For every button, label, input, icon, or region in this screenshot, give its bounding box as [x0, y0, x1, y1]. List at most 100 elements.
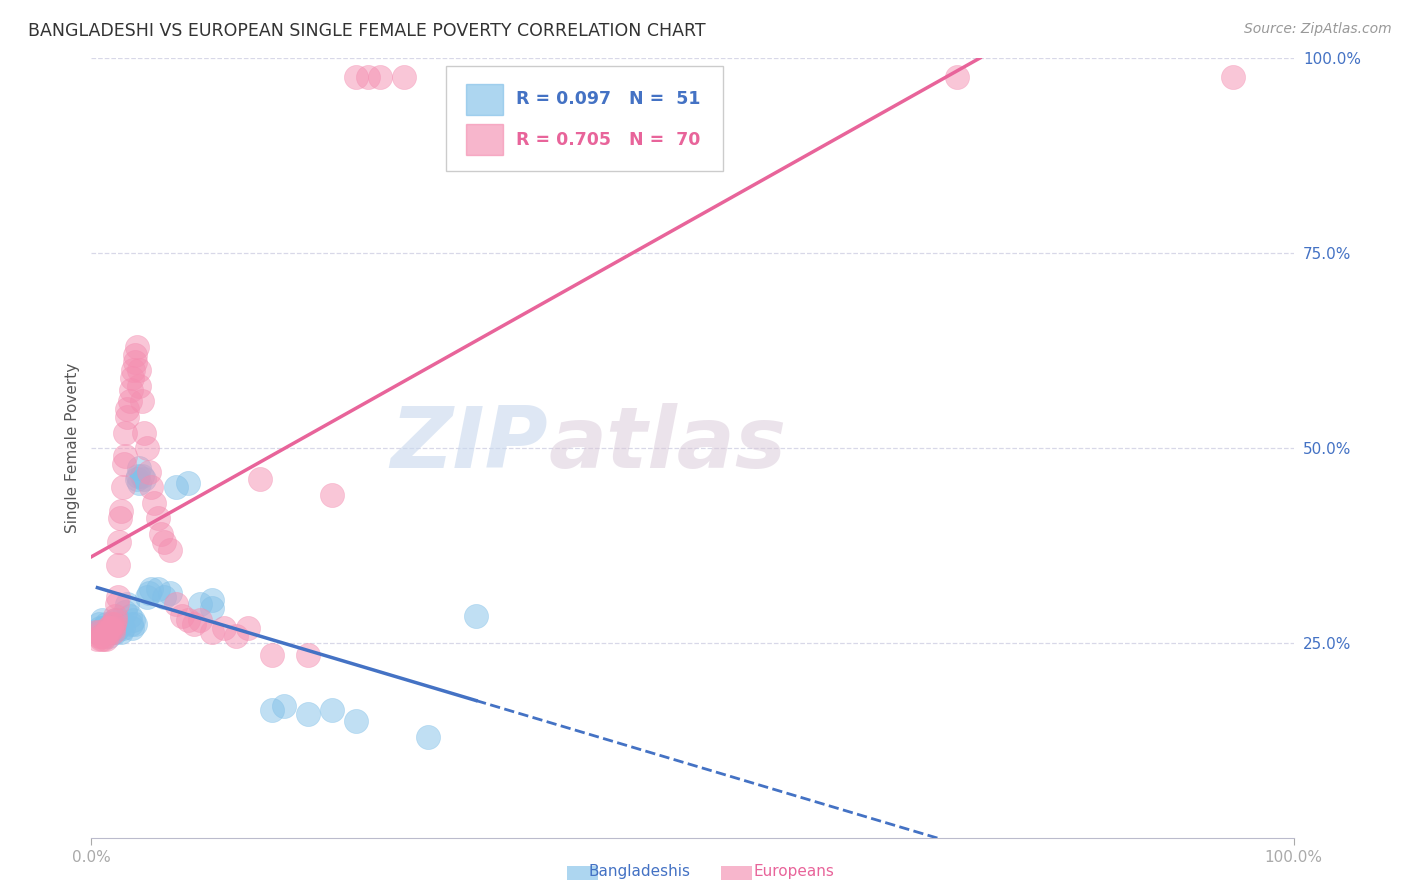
- Point: [96, 624, 118, 639]
- Point: [260, 648, 283, 662]
- Point: [98, 628, 121, 642]
- Point: [134, 425, 156, 440]
- Point: [165, 598, 187, 612]
- Point: [114, 605, 136, 619]
- Point: [103, 621, 125, 635]
- Point: [150, 527, 173, 541]
- Point: [159, 542, 181, 557]
- Point: [131, 394, 153, 409]
- Point: [124, 355, 146, 369]
- Point: [135, 590, 157, 604]
- Text: ZIP: ZIP: [391, 403, 548, 486]
- Text: R = 0.705   N =  70: R = 0.705 N = 70: [516, 130, 700, 149]
- Point: [114, 425, 136, 440]
- Point: [86, 632, 108, 647]
- Point: [89, 621, 111, 635]
- Point: [357, 70, 380, 85]
- Point: [105, 598, 128, 612]
- Point: [101, 624, 124, 639]
- Point: [141, 582, 163, 596]
- Point: [100, 621, 122, 635]
- Point: [138, 585, 160, 599]
- Point: [125, 472, 148, 486]
- Point: [128, 460, 150, 475]
- Point: [236, 621, 259, 635]
- Point: [107, 613, 129, 627]
- Point: [101, 624, 124, 639]
- Point: [260, 703, 283, 717]
- Point: [110, 511, 132, 525]
- Point: [201, 593, 224, 607]
- Point: [416, 730, 439, 744]
- Point: [120, 616, 142, 631]
- Point: [146, 582, 169, 596]
- Point: [84, 624, 107, 639]
- Point: [321, 488, 343, 502]
- Point: [152, 590, 174, 604]
- FancyBboxPatch shape: [467, 84, 502, 115]
- Point: [297, 706, 319, 721]
- Point: [110, 616, 132, 631]
- Point: [87, 628, 110, 642]
- Point: [201, 601, 224, 615]
- Point: [97, 621, 120, 635]
- Point: [110, 503, 132, 517]
- Point: [128, 476, 150, 491]
- Point: [117, 402, 139, 417]
- Point: [249, 472, 271, 486]
- Point: [111, 621, 134, 635]
- Point: [122, 363, 145, 377]
- Point: [104, 613, 127, 627]
- Point: [176, 476, 198, 491]
- Point: [94, 616, 117, 631]
- Point: [124, 616, 146, 631]
- Point: [104, 609, 127, 624]
- Point: [122, 613, 145, 627]
- Point: [111, 480, 134, 494]
- Point: [392, 70, 415, 85]
- Point: [117, 598, 139, 612]
- Point: [344, 70, 367, 85]
- Point: [152, 534, 174, 549]
- Point: [93, 632, 115, 647]
- Point: [110, 624, 132, 639]
- Point: [89, 624, 111, 639]
- Y-axis label: Single Female Poverty: Single Female Poverty: [65, 363, 80, 533]
- Point: [98, 621, 121, 635]
- Point: [87, 616, 110, 631]
- Point: [141, 480, 163, 494]
- Point: [465, 609, 488, 624]
- Point: [128, 378, 150, 392]
- Point: [159, 585, 181, 599]
- Point: [86, 624, 108, 639]
- Point: [142, 496, 165, 510]
- Point: [108, 616, 131, 631]
- Point: [176, 613, 198, 627]
- Point: [183, 616, 205, 631]
- Point: [93, 621, 115, 635]
- Point: [188, 598, 211, 612]
- Point: [117, 409, 139, 424]
- Point: [321, 703, 343, 717]
- Point: [121, 621, 143, 635]
- Point: [98, 624, 121, 639]
- Point: [97, 624, 120, 639]
- Point: [94, 632, 117, 647]
- Point: [91, 613, 114, 627]
- Point: [344, 714, 367, 729]
- Point: [225, 628, 247, 642]
- FancyBboxPatch shape: [446, 66, 723, 171]
- Point: [124, 347, 146, 362]
- Point: [165, 480, 187, 494]
- Text: Europeans: Europeans: [754, 864, 835, 879]
- Point: [90, 632, 112, 647]
- Point: [118, 609, 141, 624]
- Point: [108, 534, 131, 549]
- Point: [273, 698, 295, 713]
- Point: [138, 465, 160, 479]
- Point: [120, 383, 142, 397]
- Point: [131, 468, 153, 483]
- Text: BANGLADESHI VS EUROPEAN SINGLE FEMALE POVERTY CORRELATION CHART: BANGLADESHI VS EUROPEAN SINGLE FEMALE PO…: [28, 22, 706, 40]
- Point: [188, 613, 211, 627]
- Point: [134, 472, 156, 486]
